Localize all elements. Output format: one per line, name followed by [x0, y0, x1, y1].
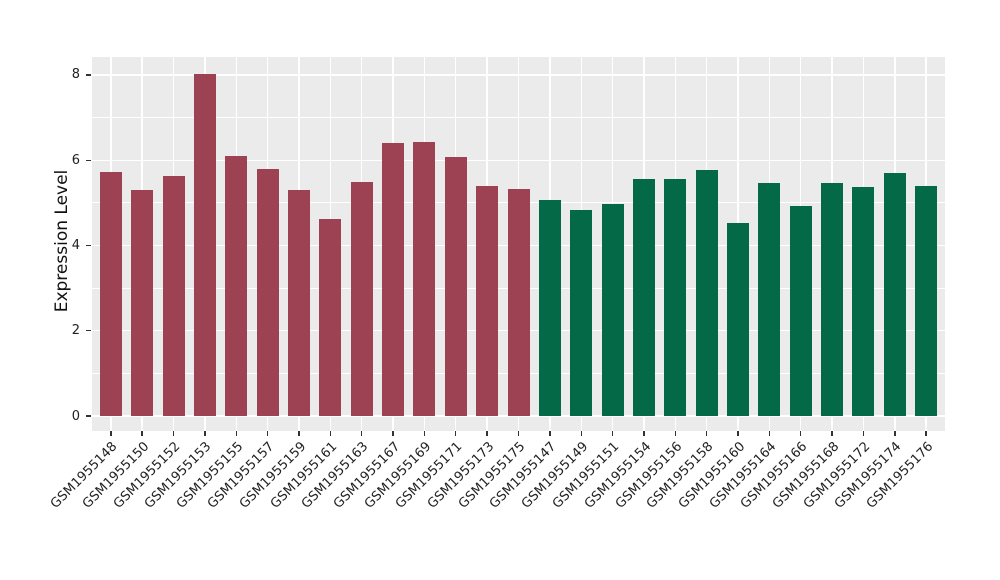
x-tick-mark: [486, 431, 488, 436]
plot-panel: [92, 57, 945, 431]
x-tick-mark: [737, 431, 739, 436]
x-tick-mark: [925, 431, 927, 436]
bar-GSM1955176: [915, 185, 938, 416]
x-tick-mark: [392, 431, 394, 436]
x-tick-mark: [580, 431, 582, 436]
bar-GSM1955153: [193, 73, 216, 416]
x-tick-mark: [894, 431, 896, 436]
bar-GSM1955164: [758, 183, 781, 416]
x-tick-mark: [172, 431, 175, 436]
y-tick-label-2: 2: [71, 323, 80, 339]
bar-GSM1955147: [538, 200, 561, 416]
x-tick-mark: [266, 431, 269, 436]
x-tick-mark: [674, 431, 676, 436]
x-tick-mark: [455, 431, 457, 436]
y-tick-mark: [86, 415, 91, 417]
bar-GSM1955173: [476, 186, 499, 416]
x-tick-mark: [517, 431, 520, 436]
x-tick-mark: [705, 431, 708, 436]
bar-GSM1955159: [287, 189, 310, 416]
bar-GSM1955149: [570, 210, 593, 416]
y-tick-label-8: 8: [71, 67, 80, 83]
y-tick-label-0: 0: [71, 408, 80, 424]
x-tick-mark: [141, 431, 143, 436]
bar-GSM1955169: [413, 141, 436, 416]
y-tick-mark: [86, 244, 91, 247]
bar-GSM1955148: [99, 171, 122, 416]
bar-GSM1955167: [382, 142, 405, 416]
x-tick-mark: [360, 431, 363, 436]
y-tick-label-4: 4: [71, 237, 80, 253]
x-tick-mark: [549, 431, 551, 436]
y-tick-label-6: 6: [71, 152, 80, 168]
bar-GSM1955160: [727, 223, 750, 416]
bar-GSM1955161: [319, 219, 342, 416]
bar-GSM1955166: [789, 205, 812, 416]
bar-GSM1955155: [225, 155, 248, 416]
x-tick-mark: [298, 431, 300, 436]
x-tick-mark: [768, 431, 771, 436]
x-tick-mark: [831, 431, 833, 436]
bar-GSM1955158: [695, 170, 718, 416]
x-tick-mark: [862, 431, 865, 436]
x-tick-mark: [423, 431, 426, 436]
bar-GSM1955154: [632, 178, 655, 416]
y-tick-mark: [86, 74, 91, 76]
bar-GSM1955152: [162, 175, 185, 416]
bar-GSM1955157: [256, 168, 279, 416]
x-tick-mark: [235, 431, 237, 436]
x-tick-mark: [204, 431, 206, 436]
x-tick-mark: [329, 431, 332, 436]
bar-GSM1955174: [883, 173, 906, 416]
x-tick-mark: [643, 431, 645, 436]
bar-GSM1955171: [444, 156, 467, 416]
x-tick-mark: [110, 431, 112, 436]
y-tick-mark: [86, 330, 91, 332]
y-tick-mark: [86, 159, 91, 161]
bar-GSM1955151: [601, 204, 624, 416]
x-tick-mark: [611, 431, 614, 436]
bar-GSM1955172: [852, 186, 875, 416]
bar-GSM1955163: [350, 181, 373, 416]
bar-GSM1955156: [664, 179, 687, 416]
bar-GSM1955175: [507, 188, 530, 416]
bar-GSM1955150: [131, 189, 154, 416]
bar-GSM1955168: [821, 182, 844, 416]
x-tick-mark: [800, 431, 802, 436]
